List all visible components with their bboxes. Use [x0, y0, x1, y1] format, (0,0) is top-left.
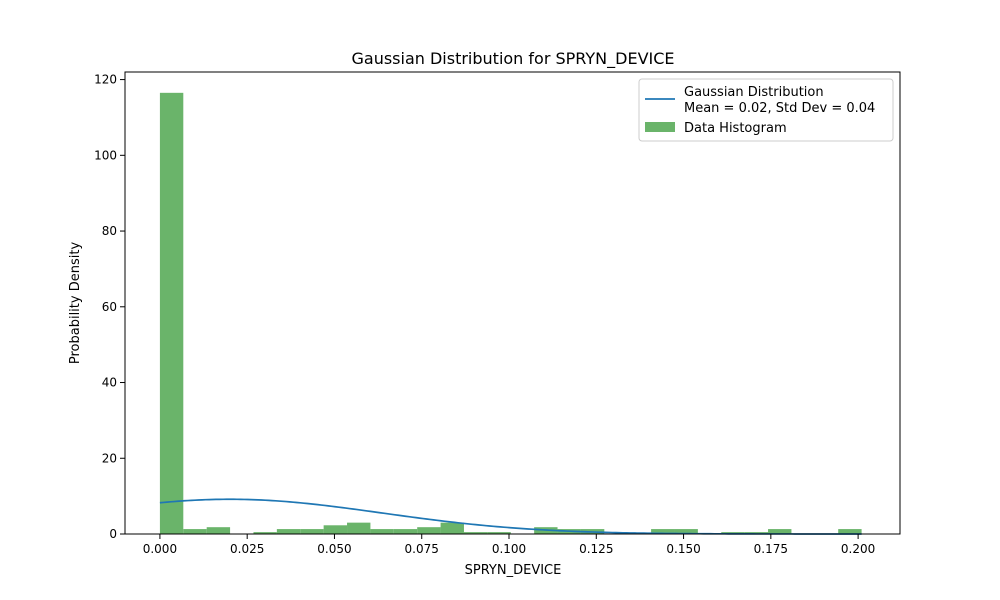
legend-hist-swatch	[645, 122, 675, 132]
legend: Gaussian Distribution Mean = 0.02, Std D…	[638, 78, 894, 142]
histogram-bar	[838, 529, 862, 534]
histogram-bar	[417, 527, 441, 534]
x-tick-label: 0.100	[492, 542, 526, 556]
x-tick-label: 0.025	[230, 542, 264, 556]
histogram-bar	[276, 529, 301, 534]
histogram-bar	[323, 525, 348, 534]
histogram-bar	[253, 532, 277, 534]
histogram-bar	[206, 527, 231, 534]
y-tick-label: 80	[102, 224, 117, 238]
legend-hist-label: Data Histogram	[684, 121, 787, 136]
x-tick-label: 0.175	[754, 542, 788, 556]
x-tick-label: 0.075	[405, 542, 439, 556]
histogram-bar	[347, 522, 371, 534]
histogram-bar	[674, 529, 698, 534]
x-tick-label: 0.150	[666, 542, 700, 556]
y-tick-label: 20	[102, 451, 117, 465]
legend-line-label-1: Gaussian Distribution	[684, 85, 824, 100]
y-tick-label: 60	[102, 300, 117, 314]
y-tick-label: 40	[102, 376, 117, 390]
legend-box	[638, 78, 894, 142]
histogram-bar	[370, 529, 394, 534]
chart-title: Gaussian Distribution for SPRYN_DEVICE	[351, 49, 674, 69]
y-tick-label: 120	[94, 73, 117, 87]
histogram-bar	[440, 522, 464, 534]
legend-line-label-2: Mean = 0.02, Std Dev = 0.04	[684, 101, 875, 116]
x-axis: 0.000 0.025 0.050 0.075 0.100 0.125 0.150 0.175…	[143, 534, 875, 556]
histogram-bars	[159, 92, 862, 534]
y-tick-label: 100	[94, 148, 117, 162]
y-tick-label: 0	[109, 527, 117, 541]
x-tick-label: 0.000	[143, 542, 177, 556]
histogram-bar	[651, 529, 675, 534]
histogram-bar	[463, 532, 488, 534]
histogram-bar	[393, 529, 418, 534]
x-tick-label: 0.200	[841, 542, 875, 556]
histogram-bar	[300, 529, 324, 534]
y-axis-label: Probability Density	[68, 242, 83, 365]
y-axis: 0 20 40 60 80 100 120	[94, 73, 125, 541]
histogram-bar	[744, 532, 769, 534]
histogram-bar	[768, 529, 792, 534]
histogram-bar	[159, 92, 184, 534]
x-tick-label: 0.050	[317, 542, 351, 556]
x-tick-label: 0.125	[579, 542, 613, 556]
plot-frame	[124, 71, 901, 535]
histogram-bar	[487, 532, 511, 534]
x-axis-label: SPRYN_DEVICE	[465, 563, 562, 578]
gaussian-curve	[159, 498, 862, 535]
histogram-bar	[183, 529, 207, 534]
